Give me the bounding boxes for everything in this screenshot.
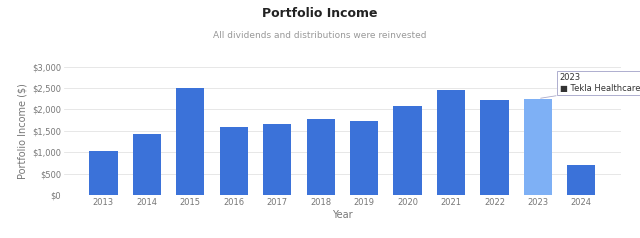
Bar — [263, 124, 291, 195]
X-axis label: Year: Year — [332, 210, 353, 220]
Bar — [437, 90, 465, 195]
Bar — [132, 134, 161, 195]
Bar — [350, 121, 378, 195]
Bar — [220, 128, 248, 195]
Y-axis label: Portfolio Income ($): Portfolio Income ($) — [18, 83, 28, 179]
Bar — [176, 89, 204, 195]
Bar — [90, 151, 118, 195]
Bar — [567, 165, 595, 195]
Bar — [307, 119, 335, 195]
Text: 2023
■ Tekla Healthcare Investors: $2,253: 2023 ■ Tekla Healthcare Investors: $2,25… — [541, 73, 640, 98]
Bar — [394, 106, 422, 195]
Text: All dividends and distributions were reinvested: All dividends and distributions were rei… — [213, 31, 427, 40]
Bar — [524, 99, 552, 195]
Text: Portfolio Income: Portfolio Income — [262, 7, 378, 20]
Bar — [481, 100, 509, 195]
